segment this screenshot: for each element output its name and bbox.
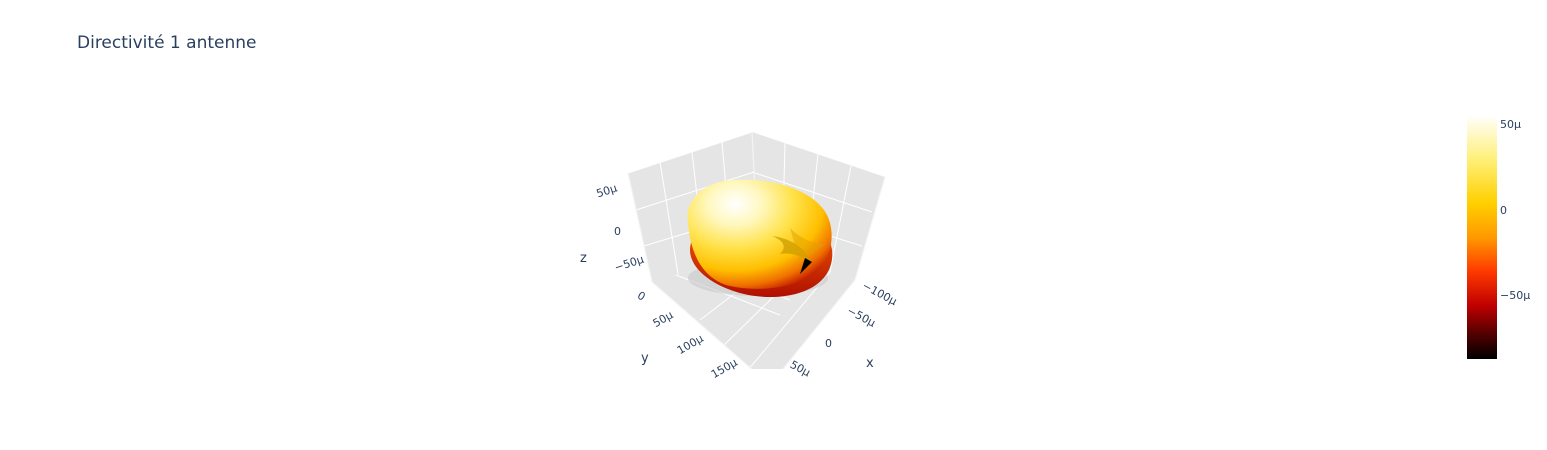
colorbar-gradient — [1467, 115, 1497, 359]
y-tick-3: 150μ — [709, 356, 740, 381]
z-tick-2: −50μ — [613, 253, 646, 275]
y-axis-title: y — [641, 351, 649, 366]
y-tick-1: 50μ — [651, 308, 676, 330]
z-tick-0: 50μ — [595, 182, 619, 201]
surface-body — [687, 179, 832, 289]
x-tick-2: 0 — [825, 337, 832, 350]
colorbar[interactable]: 50μ 0 −50μ — [1467, 115, 1530, 359]
colorbar-tick-2: −50μ — [1500, 289, 1530, 302]
x-tick-3: 50μ — [788, 358, 813, 379]
z-tick-1: 0 — [614, 225, 621, 238]
y-tick-0: 0 — [635, 289, 648, 304]
x-tick-0: −100μ — [860, 279, 899, 308]
colorbar-tick-0: 50μ — [1500, 118, 1521, 131]
chart-title: Directivité 1 antenne — [77, 33, 257, 53]
z-axis-title: z — [580, 251, 587, 266]
colorbar-tick-1: 0 — [1500, 204, 1507, 217]
surface-notch — [800, 258, 812, 274]
x-tick-1: −50μ — [845, 304, 878, 330]
surface-fold-2 — [790, 228, 826, 262]
surface-trace[interactable] — [687, 179, 833, 297]
x-axis-title: x — [866, 356, 874, 371]
y-tick-2: 100μ — [675, 332, 706, 357]
